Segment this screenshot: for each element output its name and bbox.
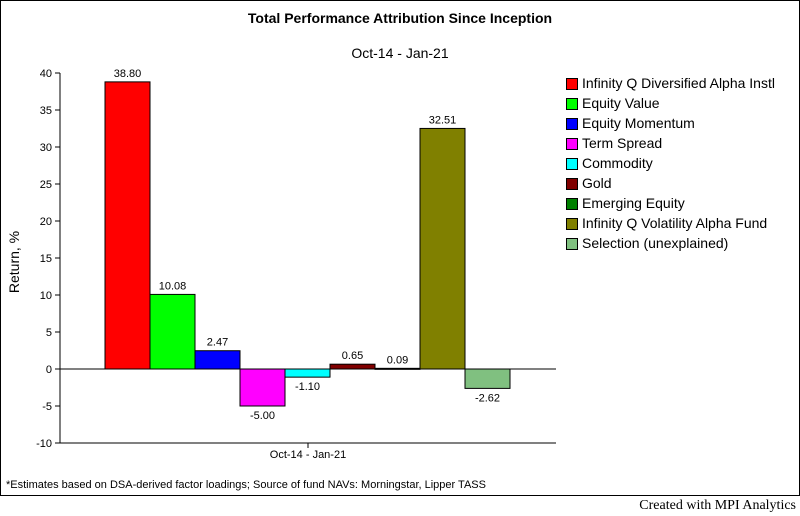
data-labels: 38.80 10.08 2.47 -5.00 -1.10 0.65 0.09 32.51 -2.… [114,68,500,422]
legend-label: Selection (unexplained) [582,235,729,251]
legend-swatch [566,158,578,170]
credit-text: Created with MPI Analytics [639,498,796,513]
footnote: *Estimates based on DSA-derived factor l… [6,479,486,491]
bar-4 [239,368,286,407]
legend-swatch [566,78,578,90]
legend-swatch [566,98,578,110]
y-axis-label: Return, % [6,231,22,293]
data-label: 32.51 [429,114,457,126]
legend-swatch [566,218,578,230]
legend-item: Infinity Q Volatility Alpha Fund [566,215,775,235]
legend-label: Infinity Q Volatility Alpha Fund [582,215,768,231]
legend-swatch [566,138,578,150]
legend-label: Commodity [582,155,653,171]
legend-item: Infinity Q Diversified Alpha Instl [566,75,775,95]
legend-item: Selection (unexplained) [566,235,775,255]
y-tick-label: 30 [40,142,52,154]
legend-item: Equity Value [566,95,775,115]
y-tick-label: 40 [40,68,52,80]
y-tick-label: 0 [46,364,52,376]
bar-1 [104,81,151,370]
chart-title: Total Performance Attribution Since Ince… [247,10,553,26]
legend-item: Term Spread [566,135,775,155]
data-label: 10.08 [159,280,187,292]
bar-chart: 40 35 30 25 20 15 10 5 0 -5 -10 Oct-14 - Jan-21 38.… [6,68,556,461]
y-tick-label: 10 [40,290,52,302]
legend-label: Infinity Q Diversified Alpha Instl [582,75,775,91]
bar-2 [149,293,196,370]
legend-item: Commodity [566,155,775,175]
bar-8 [419,127,466,370]
data-label: -2.62 [475,392,500,404]
x-tick-label: Oct-14 - Jan-21 [270,449,346,461]
legend-item: Equity Momentum [566,115,775,135]
chart-subtitle: Oct-14 - Jan-21 [351,45,449,61]
y-tick-label: 15 [40,253,52,265]
legend-item: Gold [566,175,775,195]
data-label: -5.00 [250,410,275,422]
legend-label: Emerging Equity [582,195,685,211]
bar-5 [284,368,331,378]
bar-7 [374,367,421,370]
bar-6 [329,363,376,370]
legend-label: Equity Momentum [582,115,695,131]
data-label: 38.80 [114,68,142,80]
legend-label: Equity Value [582,95,660,111]
y-tick-label: -5 [42,401,52,413]
legend-swatch [566,198,578,210]
legend-swatch [566,238,578,250]
legend: Infinity Q Diversified Alpha Instl Equity… [566,75,775,255]
data-label: -1.10 [295,381,320,393]
bar-series [104,81,511,407]
legend-item: Emerging Equity [566,195,775,215]
y-tick-label: -10 [36,438,52,450]
data-label: 0.65 [342,350,363,362]
y-tick-label: 25 [40,179,52,191]
bar-9 [464,368,511,389]
data-label: 0.09 [387,354,408,366]
legend-label: Gold [582,175,612,191]
legend-swatch [566,118,578,130]
y-tick-label: 5 [46,327,52,339]
y-tick-label: 35 [40,105,52,117]
data-label: 2.47 [207,337,228,349]
y-tick-label: 20 [40,216,52,228]
bar-3 [194,350,241,370]
chart-axes: 40 35 30 25 20 15 10 5 0 -5 -10 Oct-14 - Jan-21 [36,68,556,461]
legend-label: Term Spread [582,135,663,151]
legend-swatch [566,178,578,190]
